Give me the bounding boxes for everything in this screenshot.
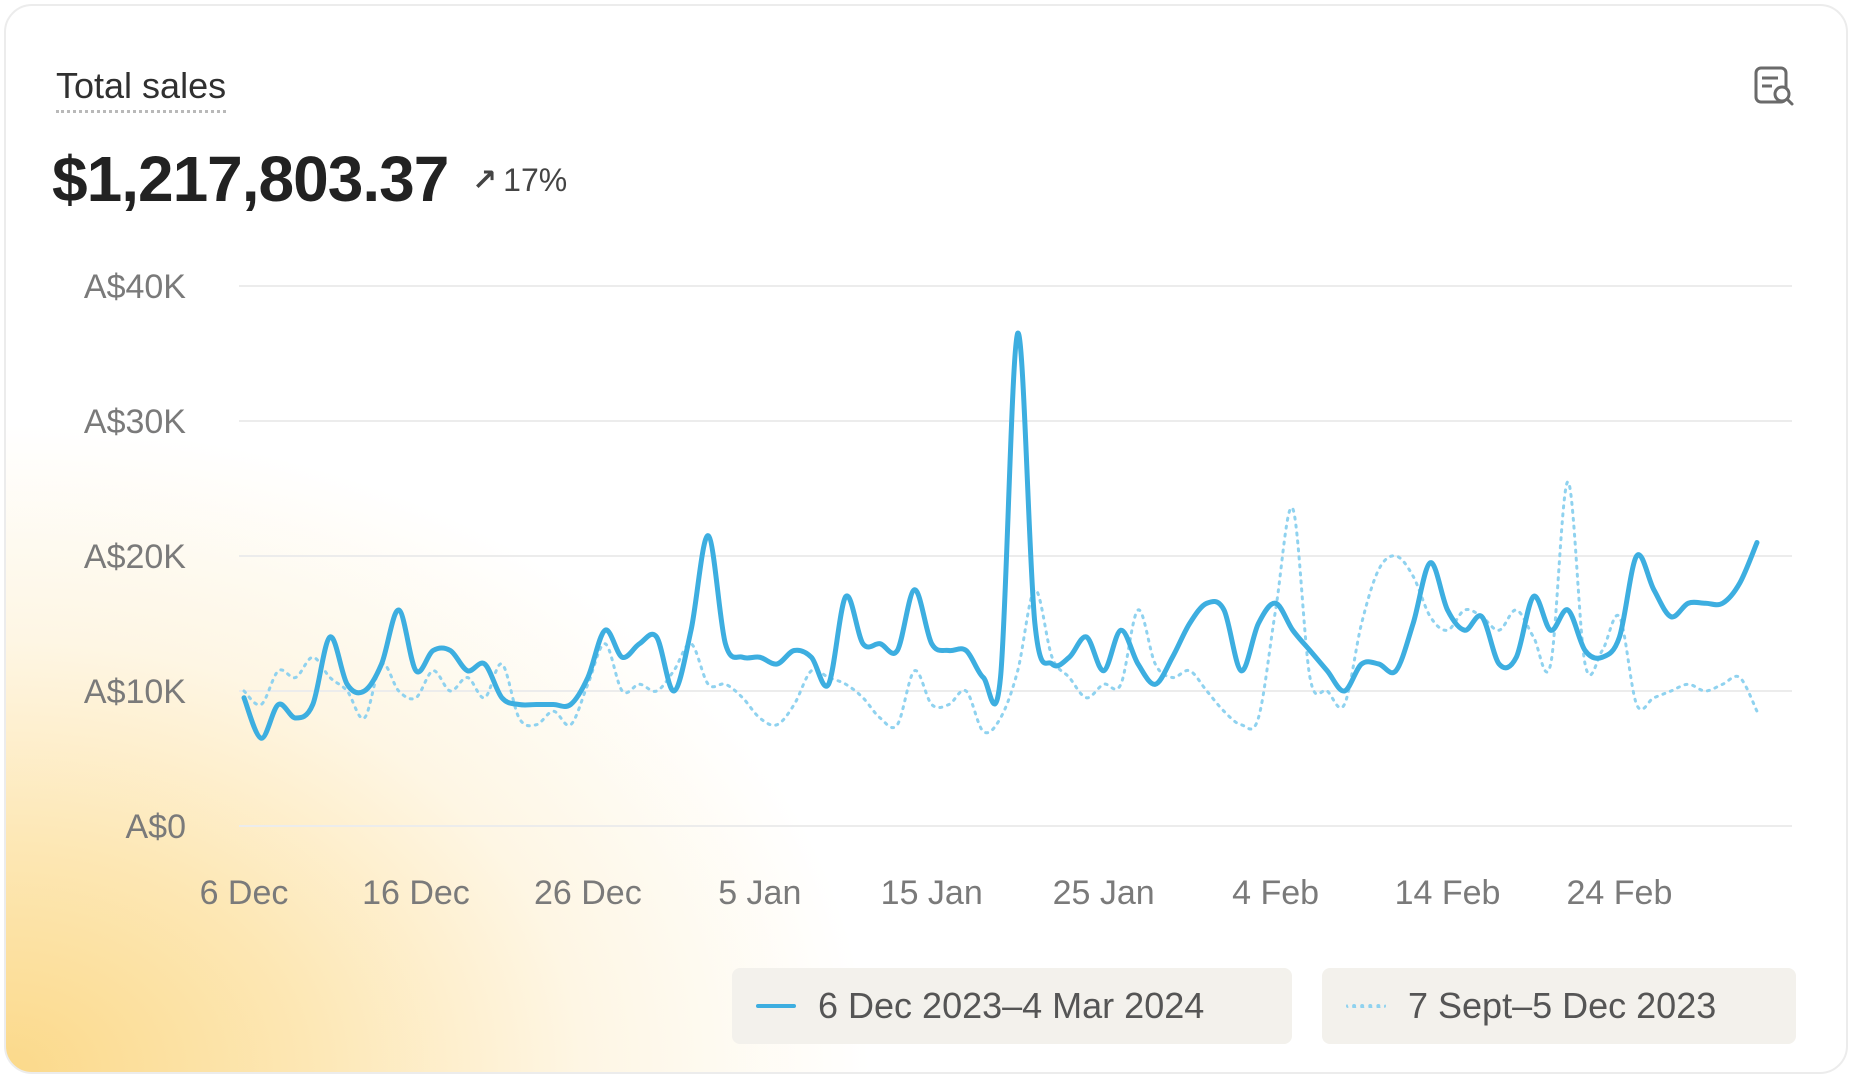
total-sales-card: Total sales $1,217,803.37 ↗ 17% A$0 A$10K… [4, 4, 1848, 1074]
x-tick-label: 16 Dec [362, 874, 470, 912]
card-title[interactable]: Total sales [56, 66, 227, 113]
y-tick-label: A$20K [84, 538, 186, 576]
legend-label: 7 Sept–5 Dec 2023 [1408, 985, 1717, 1026]
x-tick-label: 25 Jan [1053, 874, 1155, 912]
change-badge: ↗ 17% [472, 162, 567, 199]
change-value: 17% [503, 162, 568, 198]
x-tick-label: 15 Jan [881, 874, 983, 912]
y-tick-label: A$10K [84, 673, 186, 711]
x-tick-label: 5 Jan [718, 874, 801, 912]
x-tick-label: 24 Feb [1567, 874, 1673, 912]
x-tick-label: 4 Feb [1232, 874, 1319, 912]
legend-current-period[interactable]: 6 Dec 2023–4 Mar 2024 [732, 968, 1292, 1044]
total-sales-value: $1,217,803.37 [52, 143, 449, 215]
x-tick-label: 6 Dec [200, 874, 289, 912]
y-tick-label: A$0 [126, 808, 187, 846]
x-tick-label: 14 Feb [1395, 874, 1501, 912]
y-tick-label: A$40K [84, 268, 186, 306]
chart-search-icon[interactable] [1752, 64, 1796, 108]
y-tick-label: A$30K [84, 403, 186, 441]
legend-dotted-swatch [1346, 1004, 1386, 1008]
trend-up-icon: ↗ [472, 164, 498, 197]
series-line-current-period [241, 330, 1760, 741]
x-tick-label: 26 Dec [534, 874, 642, 912]
legend-label: 6 Dec 2023–4 Mar 2024 [818, 985, 1205, 1026]
legend-previous-period[interactable]: 7 Sept–5 Dec 2023 [1322, 968, 1796, 1044]
sales-line-chart: A$0 A$10K A$20K A$30K A$40K 6 Dec 16 Dec 26 Dec… [84, 268, 1792, 912]
legend-solid-swatch [756, 1004, 796, 1008]
